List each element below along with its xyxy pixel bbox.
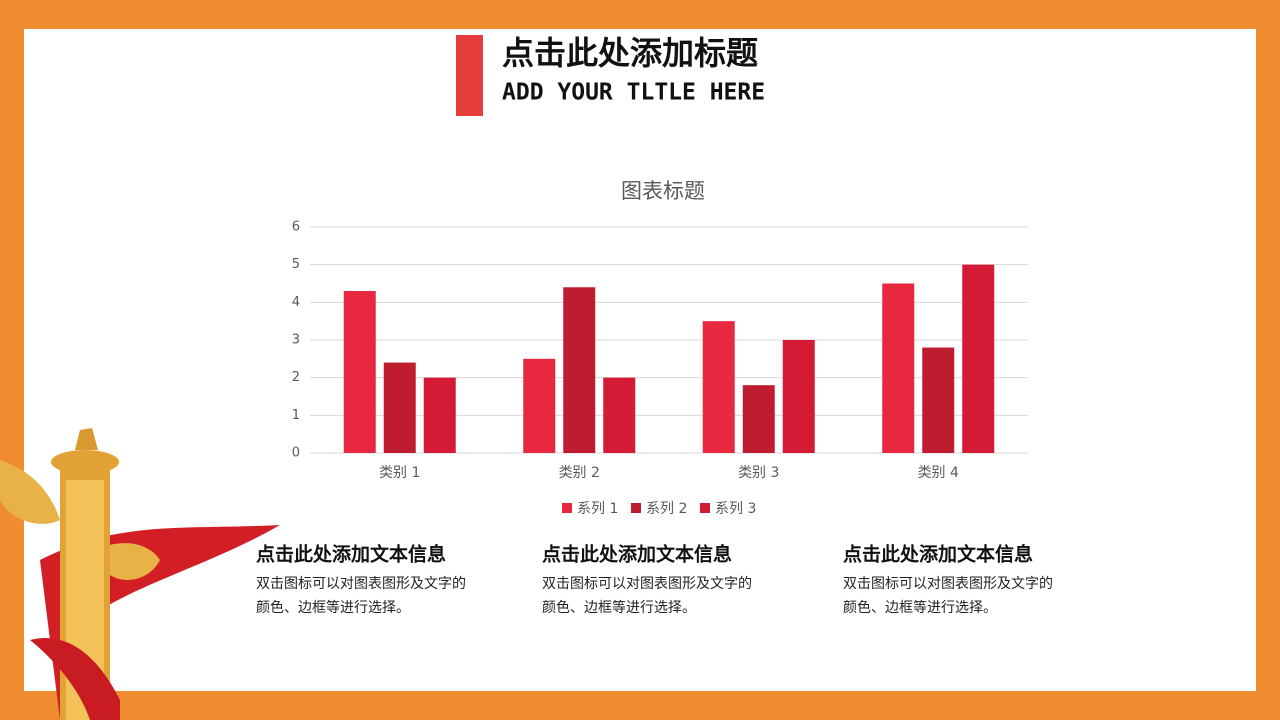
legend-label: 系列 2 (646, 501, 687, 517)
bar (882, 283, 915, 453)
x-tick-label: 类别 1 (379, 465, 420, 481)
y-tick-label: 6 (292, 220, 300, 235)
legend-swatch (631, 503, 641, 513)
legend-label: 系列 1 (577, 501, 618, 517)
bar (523, 358, 556, 453)
block-text: 双击图标可以对图表图形及文字的 (542, 576, 752, 592)
title-accent (456, 35, 483, 116)
x-tick-label: 类别 4 (918, 465, 959, 481)
slide-subtitle: ADD YOUR TLTLE HERE (502, 80, 765, 106)
bar (603, 377, 636, 453)
block-text: 双击图标可以对图表图形及文字的 (256, 576, 466, 592)
block-text: 颜色、边框等进行选择。 (542, 599, 696, 616)
block-text: 颜色、边框等进行选择。 (843, 599, 997, 616)
block-title: 点击此处添加文本信息 (843, 543, 1033, 566)
y-tick-label: 2 (292, 370, 300, 385)
chart-title: 图表标题 (621, 179, 705, 203)
y-tick-label: 3 (292, 333, 300, 348)
bar (343, 291, 376, 453)
y-tick-label: 4 (292, 295, 300, 310)
block-text: 颜色、边框等进行选择。 (256, 599, 410, 616)
x-tick-label: 类别 3 (738, 465, 779, 481)
slide-title: 点击此处添加标题 (502, 34, 758, 72)
y-tick-label: 0 (292, 446, 300, 461)
x-tick-label: 类别 2 (559, 465, 600, 481)
bar (383, 362, 416, 453)
block-text: 双击图标可以对图表图形及文字的 (843, 576, 1053, 592)
y-tick-label: 5 (292, 257, 300, 272)
bar (782, 340, 815, 453)
pillar-decoration (0, 428, 280, 720)
legend-label: 系列 3 (715, 501, 756, 517)
bar (702, 321, 735, 453)
canvas (24, 29, 1256, 691)
bar (922, 347, 955, 453)
bar (423, 377, 456, 453)
block-title: 点击此处添加文本信息 (542, 543, 732, 566)
legend-swatch (700, 503, 710, 513)
block-title: 点击此处添加文本信息 (256, 543, 446, 566)
legend-swatch (562, 503, 572, 513)
bar (563, 287, 596, 453)
y-tick-label: 1 (292, 408, 300, 423)
bar (742, 385, 775, 453)
bar (962, 264, 995, 453)
